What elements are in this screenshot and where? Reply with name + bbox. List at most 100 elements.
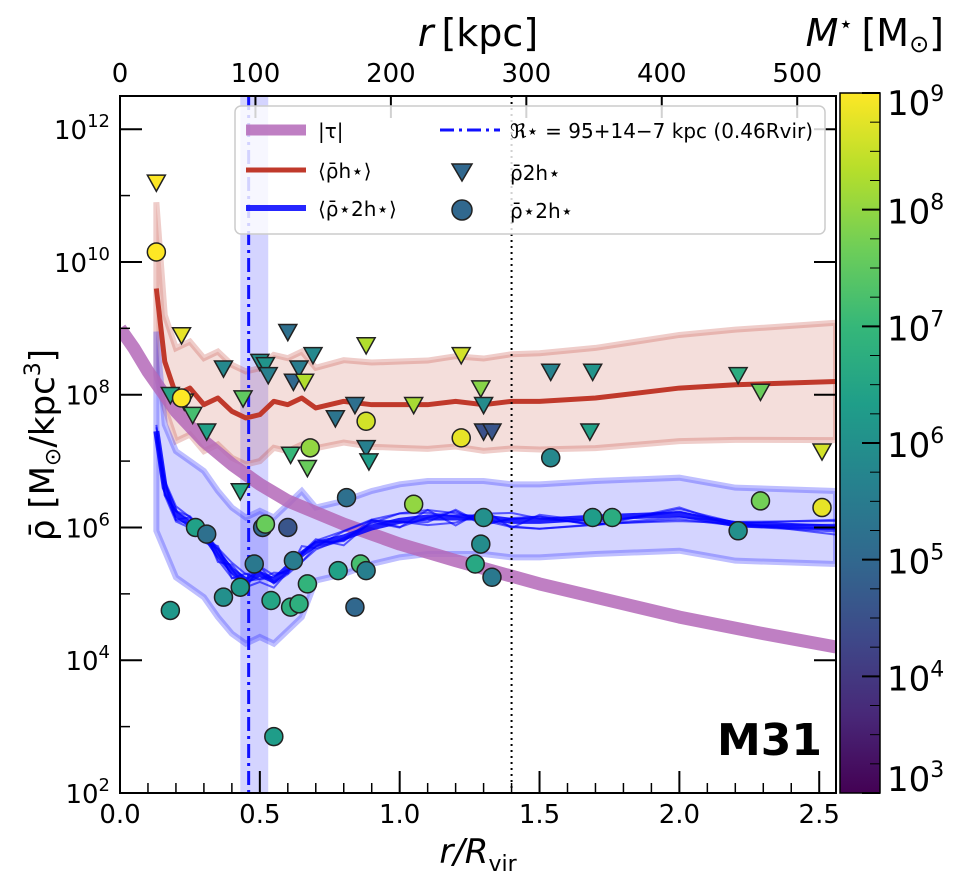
axes-frame <box>119 95 837 794</box>
svg-text:ρ̄ [M⊙/kpc3]: ρ̄ [M⊙/kpc3] <box>21 349 66 541</box>
triangle-point <box>302 346 324 366</box>
triangle-point <box>196 423 217 442</box>
series-line-0 <box>120 324 836 654</box>
triangle-point <box>325 409 346 429</box>
legend-tau-label: |τ| <box>318 119 344 143</box>
x-top-tick-label: 300 <box>502 59 552 89</box>
circle-point <box>255 514 276 534</box>
x-top-title-unit: [kpc] <box>441 11 538 55</box>
triangle-point <box>257 366 279 386</box>
circle-point <box>171 388 192 408</box>
triangle-point <box>579 423 601 442</box>
circle-point <box>473 507 494 528</box>
triangle-point <box>171 327 192 346</box>
circle-point <box>196 524 217 544</box>
circle-point <box>244 554 264 574</box>
triangle-point <box>811 443 833 462</box>
triangle-point <box>344 396 366 416</box>
x-top-title-main: r <box>418 11 436 55</box>
x-bottom-title-sub: vir <box>488 852 517 877</box>
circle-point <box>300 438 320 458</box>
circle-point <box>602 507 622 528</box>
triangle-point <box>540 363 561 383</box>
y-tick-label: 106 <box>65 509 110 544</box>
circle-point <box>582 507 603 528</box>
plot-area <box>120 96 836 793</box>
legend-rho-h-label: ⟨ρ̄h⋆⟩ <box>318 159 372 183</box>
colorbar-title-sun: ⊙ <box>909 30 929 58</box>
panel-label: M31 <box>717 715 822 766</box>
colorbar-title-close: ] <box>929 11 944 55</box>
colorbar-tick-label: 106 <box>887 424 944 466</box>
colorbar-title: M⋆ [M⊙] <box>806 10 944 58</box>
colorbar-tick-label: 108 <box>887 191 944 233</box>
triangle-point <box>213 360 234 379</box>
circle-point <box>230 577 251 597</box>
triangle-point <box>255 356 276 376</box>
colorbar-title-main: M <box>806 11 839 55</box>
y-tick-label: 1010 <box>54 244 110 279</box>
y-title-close: ] <box>23 349 63 362</box>
x-top-tick-label: 100 <box>231 59 281 89</box>
x-bottom-title-main: r/R <box>439 832 488 872</box>
circle-point <box>345 597 365 617</box>
circle-point <box>465 554 485 574</box>
x-top-tick-label: 500 <box>772 59 822 89</box>
x-bottom-tick-label: 2.0 <box>659 800 700 830</box>
colorbar-title-star: ⋆ <box>838 10 853 38</box>
circle-point <box>283 550 304 571</box>
legend-circle-label: ρ̄⋆2h⋆ <box>510 199 573 223</box>
triangle-point <box>229 483 251 502</box>
circle-point <box>336 487 357 508</box>
colorbar-tick-label: 105 <box>887 541 944 583</box>
circle-point <box>289 594 309 614</box>
circle-point <box>403 494 424 514</box>
y-tick-label: 104 <box>65 642 110 677</box>
y-title-main: ρ̄ [M <box>23 466 63 541</box>
triangle-point <box>450 346 472 366</box>
circle-point <box>812 497 832 518</box>
series-line-1 <box>153 288 836 421</box>
colorbar: 103 104 105 106 107 108 109 M⋆ [M⊙] <box>806 10 945 800</box>
y-tick-label: 1012 <box>54 111 110 146</box>
circle-point <box>160 600 181 621</box>
rho-2h-band <box>153 331 836 648</box>
x-top-tick-label: 0 <box>112 59 129 89</box>
colorbar-tick-label: 104 <box>887 657 944 699</box>
triangle-point <box>182 406 203 426</box>
colorbar-tick-label: 103 <box>887 758 944 800</box>
x-top-tick-label: 200 <box>366 59 416 89</box>
circle-point <box>328 560 348 581</box>
circle-point <box>728 521 748 541</box>
legend-radius-label: ℜ⋆ = 95+14−7 kpc (0.46Rvir) <box>510 119 813 143</box>
circle-point <box>750 491 771 511</box>
svg-text:r/Rvir: r/Rvir <box>439 832 517 877</box>
markers <box>146 174 833 747</box>
x-bottom-tick-label: 1.5 <box>519 800 560 830</box>
circle-point <box>261 590 281 611</box>
circle-point <box>471 534 491 554</box>
y-title-tail: /kpc <box>23 376 63 447</box>
x-bottom-title: r/Rvir <box>439 832 517 877</box>
y-tick-label: 108 <box>65 377 110 412</box>
triangle-point <box>403 396 424 416</box>
triangle-point <box>470 380 492 399</box>
circle-point <box>451 428 471 448</box>
triangle-point <box>146 174 167 193</box>
x-bottom-tick-label: 1.0 <box>379 800 420 830</box>
triangle-point <box>297 459 318 479</box>
triangle-point <box>582 363 603 383</box>
legend-rho-2h-label: ⟨ρ̄⋆2h⋆⟩ <box>318 197 397 221</box>
circle-point <box>297 574 318 594</box>
circle-point <box>278 517 298 538</box>
y-title: ρ̄ [M⊙/kpc3] <box>21 349 66 541</box>
triangle-point <box>277 323 299 343</box>
triangle-point <box>727 366 749 386</box>
triangle-point <box>232 390 254 409</box>
triangle-point <box>355 439 377 459</box>
svg-text:r[kpc]: r [kpc] <box>418 11 538 55</box>
x-bottom-tick-label: 2.5 <box>799 800 840 830</box>
triangle-point <box>750 383 771 402</box>
y-title-exp: 3 <box>21 362 46 376</box>
